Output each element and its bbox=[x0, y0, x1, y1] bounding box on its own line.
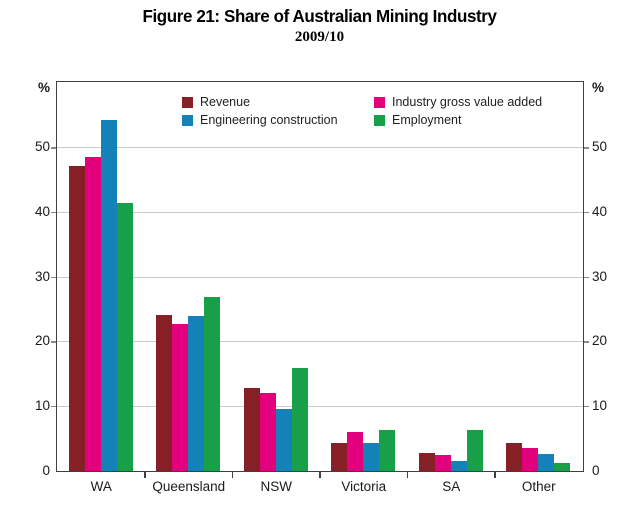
x-category-label-other: Other bbox=[521, 479, 556, 494]
y-tick-label-left-0: 0 bbox=[42, 462, 50, 478]
y-tick-mark-left-30 bbox=[51, 276, 56, 278]
bar-revenue-nsw bbox=[243, 388, 260, 471]
gridline-50 bbox=[57, 147, 583, 149]
y-tick-mark-left-50 bbox=[51, 147, 56, 149]
y-tick-label-right-40: 40 bbox=[592, 203, 608, 219]
y-tick-mark-right-30 bbox=[584, 276, 589, 278]
y-tick-label-right-10: 10 bbox=[592, 397, 608, 413]
y-tick-label-left-30: 30 bbox=[34, 268, 50, 284]
figure-title: Figure 21: Share of Australian Mining In… bbox=[142, 6, 497, 26]
x-tick-mark-3 bbox=[319, 472, 321, 478]
x-tick-mark-4 bbox=[406, 472, 409, 478]
legend-item-revenue: Revenue bbox=[182, 95, 360, 109]
bar-industry-gross-value-added-victoria bbox=[347, 431, 364, 471]
y-tick-mark-right-40 bbox=[584, 211, 589, 214]
bar-group-victoria bbox=[320, 429, 408, 471]
y-tick-label-left-10: 10 bbox=[34, 397, 50, 413]
bar-engineering-construction-other bbox=[538, 453, 555, 471]
gridline-40 bbox=[57, 211, 583, 213]
x-tick-mark-5 bbox=[494, 472, 496, 478]
x-tick-mark-1 bbox=[144, 472, 146, 478]
x-category-label-queensland: Queensland bbox=[152, 479, 226, 494]
y-tick-mark-left-20 bbox=[51, 341, 56, 343]
y-tick-label-left-50: 50 bbox=[34, 139, 50, 155]
bar-industry-gross-value-added-nsw bbox=[259, 392, 276, 471]
bar-industry-gross-value-added-wa bbox=[84, 156, 101, 471]
x-category-label-sa: SA bbox=[442, 479, 461, 494]
bar-revenue-victoria bbox=[331, 443, 348, 471]
legend-swatch-icon bbox=[182, 114, 193, 126]
gridline-10 bbox=[57, 405, 583, 407]
legend-swatch-icon bbox=[374, 96, 385, 108]
y-axis-left-labels: % 0 10 20 30 40 50 bbox=[18, 80, 50, 477]
legend-item-engineering-construction: Engineering construction bbox=[182, 113, 360, 127]
y-tick-label-left-40: 40 bbox=[34, 203, 50, 219]
bar-employment-wa bbox=[116, 202, 133, 471]
y-tick-mark-left-10 bbox=[51, 405, 56, 408]
y-tick-label-right-0: 0 bbox=[592, 462, 600, 478]
legend-label: Industry gross value added bbox=[392, 95, 543, 109]
bar-engineering-construction-sa bbox=[450, 460, 467, 471]
x-axis-category-labels: WA Queensland NSW Victoria SA Other bbox=[56, 479, 584, 499]
bar-engineering-construction-wa bbox=[100, 119, 117, 471]
bar-group-queensland bbox=[145, 297, 233, 471]
bar-employment-sa bbox=[466, 430, 483, 471]
y-tick-label-left-20: 20 bbox=[34, 333, 50, 349]
y-tick-mark-left-40 bbox=[51, 211, 56, 214]
figure-subtitle: 2009/10 bbox=[294, 29, 345, 45]
bar-group-nsw bbox=[232, 368, 320, 471]
y-tick-mark-right-50 bbox=[584, 147, 589, 149]
x-category-label-victoria: Victoria bbox=[341, 479, 387, 494]
y-tick-mark-right-20 bbox=[584, 341, 589, 343]
y-axis-right-labels: % 0 10 20 30 40 50 bbox=[592, 80, 626, 477]
bar-employment-queensland bbox=[204, 297, 221, 471]
bar-industry-gross-value-added-sa bbox=[434, 454, 451, 471]
legend-item-employment: Employment bbox=[374, 113, 542, 127]
gridline-30 bbox=[57, 276, 583, 278]
bar-engineering-construction-victoria bbox=[363, 442, 380, 471]
y-axis-unit-left: % bbox=[37, 80, 50, 95]
chart-legend: Revenue Industry gross value added Enginee… bbox=[182, 95, 542, 127]
bar-group-sa bbox=[407, 430, 495, 471]
x-category-label-wa: WA bbox=[90, 479, 112, 494]
bar-group-wa bbox=[57, 119, 145, 471]
y-axis-unit-right: % bbox=[592, 80, 605, 95]
legend-label: Employment bbox=[392, 113, 462, 127]
legend-item-industry-gross-value-added: Industry gross value added bbox=[374, 95, 542, 109]
legend-swatch-icon bbox=[182, 96, 193, 108]
y-tick-label-right-50: 50 bbox=[592, 139, 608, 155]
gridline-20 bbox=[57, 341, 583, 343]
bar-engineering-construction-queensland bbox=[188, 316, 205, 471]
bar-engineering-construction-nsw bbox=[275, 408, 292, 471]
bar-employment-victoria bbox=[379, 429, 396, 471]
bar-revenue-wa bbox=[68, 165, 85, 471]
bar-group-other bbox=[495, 443, 583, 471]
legend-label: Engineering construction bbox=[200, 113, 338, 127]
bar-employment-other bbox=[554, 463, 571, 471]
y-tick-label-right-20: 20 bbox=[592, 333, 608, 349]
bar-revenue-other bbox=[506, 443, 523, 471]
legend-swatch-icon bbox=[374, 114, 385, 126]
bar-industry-gross-value-added-queensland bbox=[172, 323, 189, 471]
legend-label: Revenue bbox=[200, 95, 251, 109]
bar-employment-nsw bbox=[291, 368, 308, 471]
bar-revenue-queensland bbox=[156, 315, 173, 471]
bar-industry-gross-value-added-other bbox=[522, 448, 539, 471]
x-tick-mark-2 bbox=[231, 472, 234, 478]
plot-area: Revenue Industry gross value added Enginee… bbox=[56, 81, 584, 472]
x-category-label-nsw: NSW bbox=[260, 479, 293, 494]
y-tick-mark-right-10 bbox=[584, 405, 589, 408]
y-tick-label-right-30: 30 bbox=[592, 268, 608, 284]
bar-revenue-sa bbox=[418, 452, 435, 471]
